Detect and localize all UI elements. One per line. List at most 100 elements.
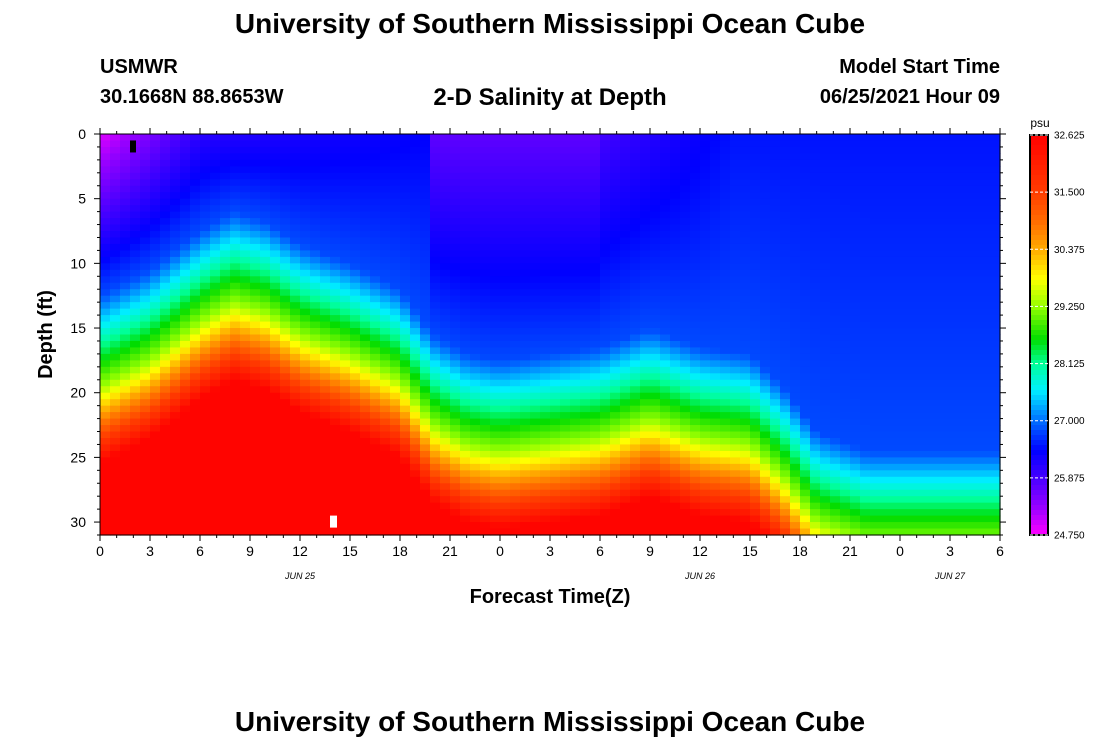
heatmap-cell [680,353,691,361]
heatmap-cell [890,340,901,349]
heatmap-cell [340,198,351,206]
heatmap-cell [310,437,321,446]
heatmap-cell [720,159,731,167]
heatmap-cell [430,302,441,310]
heatmap-cell [790,146,801,155]
heatmap-cell [370,463,381,471]
heatmap-cell [640,146,651,155]
heatmap-cell [530,237,541,245]
heatmap-cell [660,353,671,361]
heatmap-cell [620,444,631,452]
heatmap-cell [220,437,231,446]
heatmap-cell [670,276,681,284]
heatmap-cell [540,457,551,465]
heatmap-cell [700,269,711,277]
heatmap-cell [480,205,491,213]
heatmap-cell [640,315,651,323]
heatmap-cell [330,302,341,310]
heatmap-cell [210,205,221,213]
heatmap-cell [210,263,221,271]
heatmap-cell [840,211,851,219]
heatmap-cell [380,457,391,465]
heatmap-cell [470,522,481,530]
heatmap-cell [800,366,811,374]
heatmap-cell [300,379,311,387]
heatmap-cell [840,269,851,277]
heatmap-cell [150,431,161,439]
heatmap-cell [640,134,651,142]
heatmap-cell [780,140,791,148]
heatmap-cell [720,418,731,426]
heatmap-cell [400,353,411,361]
heatmap-cell [310,295,321,303]
heatmap-cell [440,263,451,271]
heatmap-cell [710,205,721,213]
heatmap-cell [160,231,171,239]
heatmap-cell [590,425,601,433]
heatmap-cell [390,295,401,303]
heatmap-cell [640,353,651,361]
heatmap-cell [370,528,381,536]
heatmap-cell [580,483,591,491]
heatmap-cell [360,263,371,271]
heatmap-cell [200,192,211,200]
heatmap-cell [220,373,231,381]
heatmap-cell [750,386,761,394]
heatmap-cell [620,489,631,497]
heatmap-cell [340,412,351,420]
heatmap-cell [120,205,131,213]
heatmap-cell [360,373,371,381]
heatmap-cell [800,263,811,271]
heatmap-cell [400,328,411,336]
heatmap-cell [890,179,901,187]
heatmap-cell [730,243,741,252]
heatmap-cell [300,269,311,277]
heatmap-cell [770,418,781,426]
heatmap-cell [810,146,821,155]
heatmap-cell [390,379,401,387]
heatmap-cell [600,192,611,200]
heatmap-cell [370,450,381,458]
heatmap-cell [300,146,311,155]
heatmap-cell [660,263,671,271]
heatmap-cell [170,328,181,336]
heatmap-cell [260,205,271,213]
heatmap-cell [240,425,251,433]
heatmap-cell [480,386,491,394]
heatmap-cell [150,353,161,361]
heatmap-cell [670,192,681,200]
heatmap-cell [230,321,241,329]
heatmap-cell [800,159,811,167]
heatmap-cell [130,431,141,439]
heatmap-cell [360,437,371,446]
heatmap-cell [620,476,631,484]
heatmap-cell [610,483,621,491]
heatmap-cell [680,528,691,536]
heatmap-cell [400,205,411,213]
heatmap-cell [630,185,641,193]
heatmap-cell [110,509,121,517]
heatmap-cell [600,483,611,491]
heatmap-cell [120,134,131,142]
heatmap-cell [270,347,281,355]
heatmap-cell [120,315,131,323]
heatmap-cell [500,211,511,219]
heatmap-cell [690,470,701,478]
heatmap-cell [150,347,161,355]
heatmap-cell [410,250,421,258]
heatmap-cell [110,476,121,484]
heatmap-cell [220,386,231,394]
heatmap-cell [850,483,861,491]
heatmap-cell [440,308,451,316]
heatmap-cell [610,353,621,361]
heatmap-cell [140,295,151,303]
heatmap-cell [680,205,691,213]
heatmap-cell [850,489,861,497]
heatmap-cell [760,146,771,155]
heatmap-cell [520,231,531,239]
heatmap-cell [370,444,381,452]
heatmap-cell [620,218,631,226]
heatmap-cell [230,418,241,426]
heatmap-cell [860,334,871,342]
heatmap-cell [800,179,811,187]
